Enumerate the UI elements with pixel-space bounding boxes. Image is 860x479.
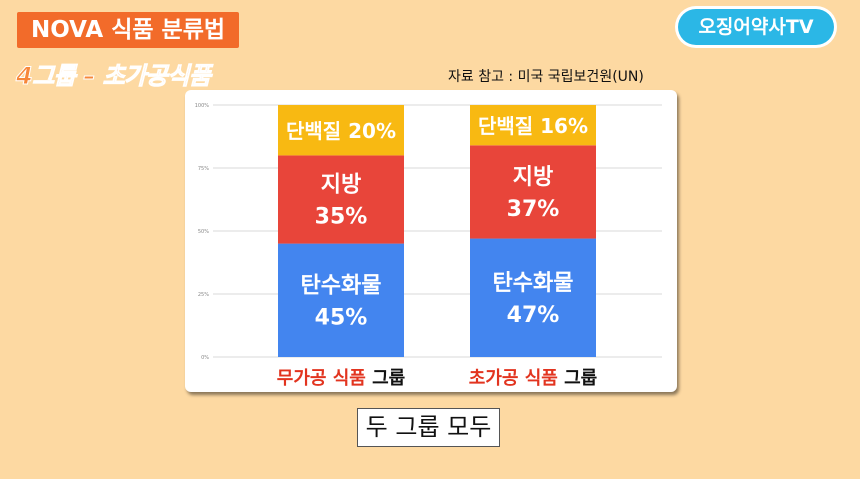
data-label: 37%	[507, 197, 560, 222]
data-label: 지방	[321, 173, 361, 198]
y-tick-label: 50%	[198, 229, 209, 235]
x-tick-label-highlight: 무가공 식품	[277, 368, 366, 389]
data-label: 탄수화물	[301, 273, 382, 298]
data-label: 단백질 16%	[478, 114, 588, 138]
y-tick-label: 25%	[198, 292, 209, 298]
data-label: 45%	[315, 305, 368, 330]
y-tick-label: 100%	[195, 103, 210, 109]
x-tick-label: 초가공 식품 그룹	[469, 368, 597, 389]
bar-segment	[278, 243, 404, 357]
x-tick-label: 무가공 식품 그룹	[277, 368, 405, 389]
bar-segment	[470, 238, 596, 357]
bar-segment	[470, 145, 596, 239]
source-note: 자료 참고 : 미국 국립보건원(UN)	[448, 69, 644, 85]
bar-segment	[278, 105, 404, 156]
page-title: NOVA 식품 분류법	[17, 12, 240, 48]
data-label: 35%	[315, 205, 368, 230]
y-tick-label: 75%	[198, 166, 209, 172]
data-label: 47%	[507, 303, 560, 328]
caption-badge: 두 그룹 모두	[357, 408, 500, 447]
channel-logo: 오징어약사TV	[678, 9, 834, 45]
page-subtitle: 4그룹 – 초가공식품	[15, 62, 211, 91]
x-tick-label-highlight: 초가공 식품	[469, 368, 558, 389]
data-label: 탄수화물	[493, 271, 574, 296]
bar-segment	[470, 105, 596, 146]
data-label: 단백질 20%	[286, 119, 396, 143]
x-tick-label-suffix: 그룹	[366, 368, 405, 389]
y-tick-label: 0%	[201, 355, 209, 361]
bar-segment	[278, 155, 404, 244]
data-label: 지방	[513, 165, 553, 190]
x-tick-label-suffix: 그룹	[558, 368, 597, 389]
